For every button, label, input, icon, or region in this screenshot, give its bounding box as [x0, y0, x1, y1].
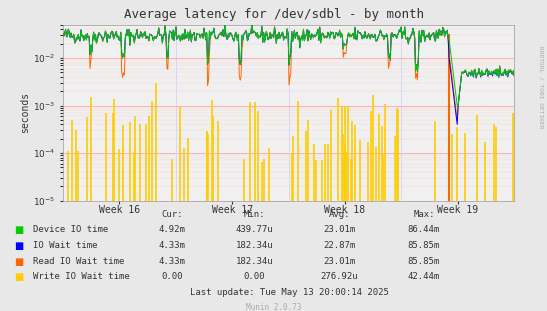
Text: Max:: Max: — [413, 210, 435, 219]
Text: 85.85m: 85.85m — [408, 257, 440, 266]
Text: 182.34u: 182.34u — [236, 241, 273, 250]
Text: 182.34u: 182.34u — [236, 257, 273, 266]
Text: 0.00: 0.00 — [243, 272, 265, 281]
Text: 4.33m: 4.33m — [159, 241, 186, 250]
Text: Avg:: Avg: — [328, 210, 350, 219]
Text: ■: ■ — [14, 257, 23, 267]
Text: Min:: Min: — [243, 210, 265, 219]
Text: 22.87m: 22.87m — [323, 241, 355, 250]
Text: Munin 2.0.73: Munin 2.0.73 — [246, 303, 301, 311]
Text: ■: ■ — [14, 241, 23, 251]
Text: 439.77u: 439.77u — [236, 225, 273, 234]
Text: 42.44m: 42.44m — [408, 272, 440, 281]
Text: RRDTOOL / TOBI OETIKER: RRDTOOL / TOBI OETIKER — [538, 46, 543, 128]
Text: 85.85m: 85.85m — [408, 241, 440, 250]
Text: Read IO Wait time: Read IO Wait time — [33, 257, 124, 266]
Text: 23.01m: 23.01m — [323, 225, 355, 234]
Text: 4.92m: 4.92m — [159, 225, 186, 234]
Text: IO Wait time: IO Wait time — [33, 241, 97, 250]
Text: Cur:: Cur: — [161, 210, 183, 219]
Text: 4.33m: 4.33m — [159, 257, 186, 266]
Y-axis label: seconds: seconds — [20, 92, 30, 133]
Text: Last update: Tue May 13 20:00:14 2025: Last update: Tue May 13 20:00:14 2025 — [190, 288, 389, 297]
Text: 0.00: 0.00 — [161, 272, 183, 281]
Text: 86.44m: 86.44m — [408, 225, 440, 234]
Text: Write IO Wait time: Write IO Wait time — [33, 272, 130, 281]
Text: ■: ■ — [14, 225, 23, 235]
Text: ■: ■ — [14, 272, 23, 282]
Text: Average latency for /dev/sdbl - by month: Average latency for /dev/sdbl - by month — [124, 8, 423, 21]
Text: Device IO time: Device IO time — [33, 225, 108, 234]
Text: 276.92u: 276.92u — [321, 272, 358, 281]
Text: 23.01m: 23.01m — [323, 257, 355, 266]
